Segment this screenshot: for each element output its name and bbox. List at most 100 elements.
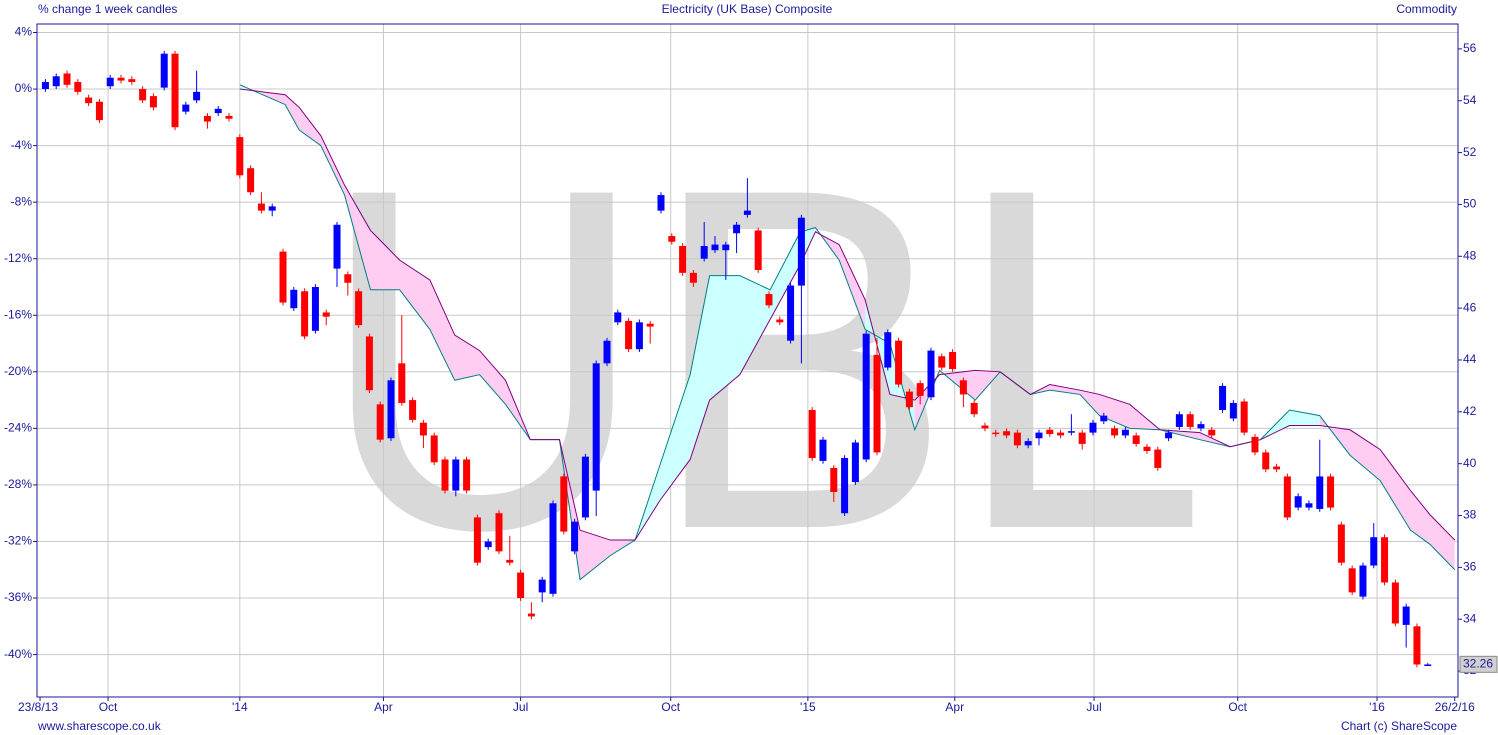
y-tick-label: -24% <box>4 421 32 435</box>
candle-body <box>355 291 363 326</box>
cloud-fill <box>770 231 801 320</box>
candle-body <box>419 422 427 436</box>
candle-body <box>95 101 103 121</box>
candle-body <box>160 53 168 88</box>
candle-body <box>63 73 71 85</box>
candle-body <box>657 195 665 211</box>
candle-body <box>1003 431 1011 436</box>
candle-body <box>538 579 546 593</box>
candle-body <box>1046 429 1054 435</box>
candle-body <box>1402 606 1410 625</box>
y2-tick-label: 52 <box>1463 145 1477 159</box>
candle-body <box>1111 428 1119 436</box>
x-tick-label: Apr <box>374 700 393 714</box>
candle-body <box>52 76 60 87</box>
cloud-fill <box>709 275 740 401</box>
candle-body <box>1057 432 1065 436</box>
candle-body <box>376 404 384 440</box>
candle-body <box>1143 446 1151 451</box>
candle-body <box>862 333 870 460</box>
cloud-fill <box>1099 394 1130 429</box>
candle-body <box>1251 436 1259 453</box>
cloud-fill <box>299 107 321 146</box>
candle-body <box>1121 429 1129 436</box>
candle-body <box>787 285 795 341</box>
cloud-fill <box>320 135 345 196</box>
candle-body <box>808 409 816 459</box>
candle-body <box>1413 626 1421 665</box>
candle-body <box>592 363 600 491</box>
subtitle-right: Commodity <box>1396 2 1457 16</box>
candle-body <box>927 350 935 398</box>
y-tick-label: -32% <box>4 534 32 548</box>
candle-body <box>484 541 492 548</box>
candle-body <box>441 459 449 491</box>
candle-body <box>1381 537 1389 583</box>
candle-body <box>970 402 978 415</box>
candle-body <box>268 206 276 211</box>
cloud-fill <box>1410 490 1430 545</box>
candle-body <box>635 322 643 350</box>
cloud-fill <box>479 350 506 405</box>
y2-tick-label: 46 <box>1463 300 1477 314</box>
x-tick-label: Jul <box>1086 700 1101 714</box>
candle-body <box>1337 524 1345 563</box>
cloud-line <box>239 88 1456 541</box>
y-tick-label: 0% <box>15 81 33 95</box>
candle-body <box>149 96 157 108</box>
candle-body <box>560 476 568 532</box>
candle-body <box>841 458 849 514</box>
candle-body <box>106 77 114 87</box>
candle-body <box>1100 415 1108 422</box>
y-tick-label: -12% <box>4 251 32 265</box>
candle-body <box>614 312 622 323</box>
candle-body <box>895 340 903 385</box>
candle-body <box>1219 385 1227 410</box>
cloud-fill <box>370 230 400 290</box>
candle-body <box>646 323 654 327</box>
cloud-fill <box>399 260 430 330</box>
y2-tick-label: 56 <box>1463 41 1477 55</box>
candle-body <box>203 115 211 122</box>
candle-body <box>344 274 352 283</box>
candle-body <box>1327 476 1335 508</box>
candle-body <box>992 432 1000 435</box>
candle-body <box>1240 401 1248 433</box>
candle-body <box>517 572 525 599</box>
x-tick-label: Apr <box>945 700 964 714</box>
candle-body <box>257 203 265 211</box>
candle-body <box>171 53 179 128</box>
candle-body <box>139 89 147 101</box>
candle-body <box>1186 414 1194 427</box>
cloud-fill <box>1350 429 1381 481</box>
y-tick-label: -20% <box>4 364 32 378</box>
cloud-fill <box>739 275 771 375</box>
last-price-box <box>1459 655 1498 673</box>
candle-body <box>797 217 805 286</box>
candle-body <box>117 77 125 81</box>
candle-body <box>625 320 633 350</box>
candle-body <box>851 442 859 483</box>
x-tick-label: '15 <box>800 700 816 714</box>
candle-body <box>722 244 730 251</box>
y-tick-label: -16% <box>4 307 32 321</box>
cloud-fill <box>1380 449 1411 531</box>
footer-left: www.sharescope.co.uk <box>37 719 162 733</box>
candle-body <box>279 251 287 303</box>
y-tick-label: -40% <box>4 647 32 661</box>
cloud-fill <box>429 279 455 381</box>
candle-body <box>571 521 579 552</box>
x-tick-label: Oct <box>99 700 118 714</box>
candle-body <box>916 383 924 396</box>
cloud-fill <box>344 185 371 290</box>
candle-body <box>193 91 201 101</box>
candle-body <box>301 291 309 337</box>
candle-body <box>85 97 93 104</box>
cloud-fill <box>579 530 611 580</box>
footer-right: Chart (c) ShareScope <box>1341 719 1457 733</box>
y2-tick-label: 48 <box>1463 248 1477 262</box>
y2-tick-label: 38 <box>1463 508 1477 522</box>
cloud-fill <box>839 244 866 330</box>
candle-body <box>949 352 957 369</box>
